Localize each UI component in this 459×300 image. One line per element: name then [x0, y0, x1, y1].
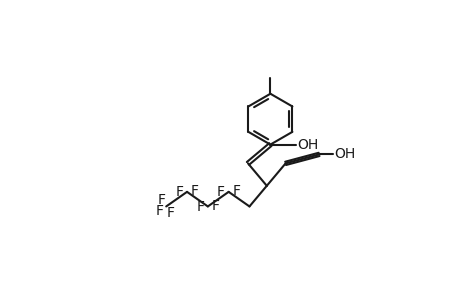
Text: F: F [166, 206, 174, 220]
Text: F: F [190, 184, 198, 198]
Text: OH: OH [334, 147, 355, 161]
Text: F: F [232, 184, 240, 198]
Text: F: F [175, 185, 183, 199]
Text: F: F [211, 199, 219, 213]
Text: OH: OH [297, 138, 318, 152]
Text: F: F [217, 185, 224, 199]
Text: F: F [196, 200, 204, 214]
Text: F: F [157, 193, 165, 207]
Text: F: F [156, 204, 163, 218]
